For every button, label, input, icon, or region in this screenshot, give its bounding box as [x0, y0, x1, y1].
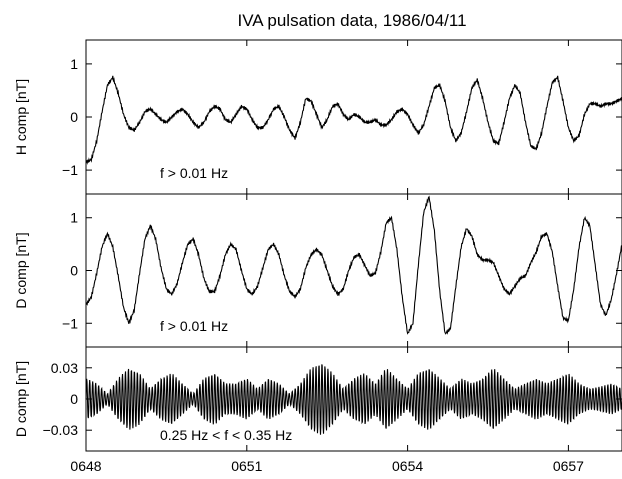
- ytick-label: 0: [70, 109, 78, 125]
- xtick-label: 0648: [70, 458, 101, 474]
- panel-h-comp: H comp [nT] f > 0.01 Hz −1 0 1: [13, 39, 622, 195]
- panel-d-comp-filtered: D comp [nT] 0.25 Hz < f < 0.35 Hz −0.03 0…: [13, 346, 622, 452]
- panel-d-comp-filtered-yticks: −0.03 0 0.03: [43, 360, 622, 438]
- ytick-label: −0.03: [43, 422, 79, 438]
- ytick-label: −1: [62, 162, 78, 178]
- ytick-label: −1: [62, 315, 78, 331]
- xtick-label: 0657: [553, 458, 584, 474]
- panel-h-comp-ylabel: H comp [nT]: [13, 79, 29, 155]
- series-d-comp: [85, 195, 622, 335]
- panel-d-comp-filtered-xticks: [85, 347, 569, 451]
- panel-d-comp-filtered-annotation: 0.25 Hz < f < 0.35 Hz: [160, 427, 292, 443]
- panel-d-comp-yticks: −1 0 1: [62, 210, 622, 331]
- panel-d-comp-xticks: [85, 194, 569, 347]
- panel-h-comp-annotation: f > 0.01 Hz: [160, 165, 228, 181]
- panel-d-comp: D comp [nT] f > 0.01 Hz −1 0 1: [13, 193, 622, 348]
- panel-d-comp-ylabel: D comp [nT]: [13, 232, 29, 308]
- figure-title: IVA pulsation data, 1986/04/11: [237, 11, 466, 30]
- panel-d-comp-filtered-ylabel: D comp [nT]: [13, 361, 29, 437]
- ytick-label: 0: [70, 263, 78, 279]
- ytick-label: 1: [70, 56, 78, 72]
- panel-h-comp-xticks: [85, 40, 569, 194]
- series-d-comp-filtered: [85, 364, 622, 435]
- series-h-comp: [85, 75, 622, 165]
- panel-d-comp-annotation: f > 0.01 Hz: [160, 318, 228, 334]
- ytick-label: 0: [70, 391, 78, 407]
- ytick-label: 0.03: [51, 360, 78, 376]
- xtick-label: 0651: [231, 458, 262, 474]
- ytick-label: 1: [70, 210, 78, 226]
- x-tick-labels: 0648 0651 0654 0657: [70, 458, 584, 474]
- xtick-label: 0654: [392, 458, 423, 474]
- panel-h-comp-yticks: −1 0 1: [62, 56, 622, 178]
